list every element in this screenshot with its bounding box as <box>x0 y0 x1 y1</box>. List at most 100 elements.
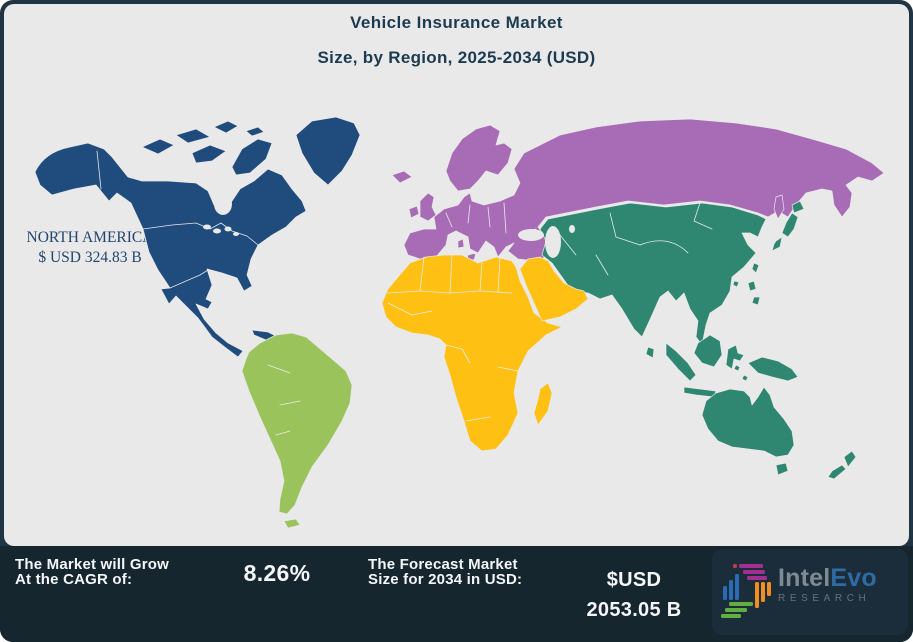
asia-border <box>639 240 689 254</box>
north-america-mainland <box>34 142 307 358</box>
arctic-island <box>175 128 211 144</box>
black-sea <box>518 229 544 241</box>
logo-bars-magenta <box>739 564 767 580</box>
java <box>683 386 717 398</box>
europe-border <box>467 204 471 224</box>
great-lake <box>203 224 211 230</box>
cagr-label: The Market will Grow At the CAGR of: <box>15 557 169 587</box>
asia-mainland <box>539 202 767 346</box>
asia-border <box>609 212 641 246</box>
scandinavia <box>445 124 513 192</box>
maluku <box>741 374 749 382</box>
sulawesi <box>725 344 745 370</box>
africa-border <box>387 302 433 316</box>
world-map <box>34 116 885 529</box>
forecast-value-line1: $USD <box>606 569 662 591</box>
asia-border <box>559 234 577 256</box>
great-lake <box>213 228 221 234</box>
baffin-island <box>231 138 273 176</box>
africa-border <box>449 254 453 294</box>
iceland <box>391 170 413 184</box>
region-south-america <box>241 332 353 529</box>
brand-name-intel: Intel <box>778 564 831 592</box>
us-canada-border <box>142 222 259 246</box>
cagr-label-line2: At the CAGR of: <box>15 571 133 588</box>
great-lake <box>233 232 239 236</box>
kyushu <box>771 236 783 252</box>
europe-border <box>487 206 491 228</box>
cagr-value: 8.26% <box>243 560 311 586</box>
brand-text: IntelEvo RESEARCH <box>778 565 904 604</box>
new-guinea <box>747 356 799 382</box>
africa-border <box>479 262 483 292</box>
great-lake <box>224 226 232 232</box>
brand-name: IntelEvo <box>778 565 904 591</box>
great-britain <box>419 192 437 222</box>
sri-lanka <box>645 346 655 359</box>
arabian-peninsula <box>519 256 589 322</box>
sardinia <box>457 238 465 249</box>
callout-region-name: NORTH AMERICA <box>26 229 154 246</box>
europe-border <box>503 202 507 234</box>
philippines <box>747 280 757 292</box>
forecast-label-line1: The Forecast Market <box>368 556 518 573</box>
south-america-mainland <box>241 332 353 515</box>
region-europe <box>391 118 885 262</box>
inland-water <box>203 193 575 258</box>
tierra-del-fuego <box>283 518 301 529</box>
logo-bar-red-accent <box>733 564 737 568</box>
brand-name-evo: Evo <box>830 564 877 592</box>
africa-border <box>497 366 519 372</box>
footer-stats-bar: The Market will Grow At the CAGR of: 8.2… <box>0 546 913 642</box>
africa-border <box>465 416 491 422</box>
us-mexico-border <box>169 269 209 289</box>
sa-border <box>275 430 291 436</box>
aral-sea <box>569 225 575 233</box>
sa-border <box>267 364 291 374</box>
greenland <box>295 116 361 186</box>
europe-russia-mainland <box>403 118 885 262</box>
africa-border <box>419 256 425 292</box>
australia <box>701 386 795 458</box>
page-title: Vehicle Insurance Market <box>350 13 563 32</box>
hudson-bay <box>214 193 232 215</box>
asia-border <box>595 254 609 276</box>
region-middle-east-africa <box>381 254 589 452</box>
forecast-label-line2: Size for 2034 in USD: <box>368 571 523 588</box>
arctic-island <box>141 138 175 155</box>
forecast-value: $USD 2053.05 B <box>575 565 693 625</box>
region-asia-pacific <box>539 200 857 480</box>
intelevo-logo-icon <box>721 564 771 618</box>
sa-border <box>279 400 301 406</box>
caspian-sea <box>545 226 561 258</box>
logo-bars-green <box>721 602 753 618</box>
arctic-island <box>191 144 227 164</box>
page-subtitle: Size, by Region, 2025-2034 (USD) <box>317 48 596 67</box>
hokkaido <box>791 200 805 214</box>
north-america-callout: NORTH AMERICA $ USD 324.83 B <box>14 228 166 268</box>
region-north-america <box>34 116 361 358</box>
alaska-border <box>96 150 102 190</box>
forecast-value-line2: 2053.05 B <box>586 599 682 621</box>
sumatra <box>665 342 697 382</box>
africa-border <box>445 344 471 364</box>
africa-mainland <box>381 254 563 452</box>
tasmania <box>775 462 789 476</box>
ireland <box>408 205 420 219</box>
callout-region-value: $ USD 324.83 B <box>38 249 142 266</box>
brand-tagline: RESEARCH <box>778 593 871 604</box>
philippines <box>751 296 761 306</box>
brand-logo: IntelEvo RESEARCH <box>712 549 908 635</box>
asia-border <box>693 202 713 230</box>
logo-bars-orange <box>755 582 771 608</box>
arctic-island <box>245 126 265 137</box>
madagascar <box>533 382 553 426</box>
honshu <box>781 212 799 238</box>
maluku <box>733 364 741 372</box>
borneo <box>693 334 723 368</box>
africa-border <box>497 257 501 293</box>
forecast-label: The Forecast Market Size for 2034 in USD… <box>368 557 522 587</box>
hainan <box>732 280 740 288</box>
new-zealand-south <box>827 464 847 480</box>
arctic-island <box>213 120 239 134</box>
